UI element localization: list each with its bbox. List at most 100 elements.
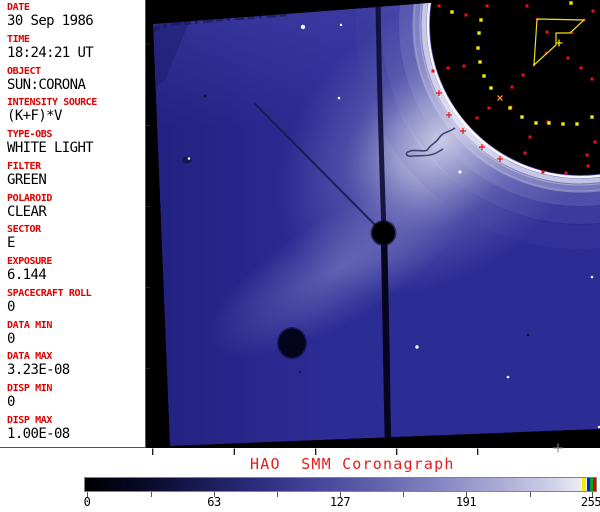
occulter-blob: [372, 221, 395, 245]
streamer-band: [208, 178, 472, 358]
dark-speck: [526, 333, 530, 337]
red-fiducial-dot: [593, 140, 597, 144]
field-label: EXPOSURE: [7, 256, 52, 267]
red-fiducial-dot: [475, 116, 479, 120]
colorbar-tick-label: 255: [580, 495, 600, 509]
metadata-field: DATE 30 Sep 1986: [0, 2, 145, 34]
field-value: WHITE LIGHT: [7, 140, 94, 156]
orange-x-marker: [497, 95, 503, 101]
colorbar-tick-label: 63: [207, 495, 221, 509]
colorbar-tick: [592, 492, 593, 497]
red-fiducial-dot: [521, 73, 525, 77]
metadata-field: DATA MAX 3.23E-08: [0, 351, 145, 383]
field-value: CLEAR: [7, 203, 47, 220]
fiber-defect-squiggle: [405, 127, 456, 157]
red-fiducial-dot: [566, 56, 570, 60]
small-smudge: [182, 156, 192, 164]
yellow-fiducial-dot: [520, 115, 524, 119]
red-fiducial-dot: [545, 30, 549, 34]
metadata-field: OBJECT SUN:CORONA: [0, 66, 145, 98]
field-label: INTENSITY SOURCE: [7, 97, 97, 109]
colorbar-tick: [214, 492, 215, 497]
field-value: 18:24:21 UT: [7, 44, 94, 61]
field-label: POLAROID: [7, 192, 52, 204]
axis-plus-marker: [553, 443, 563, 453]
yellow-stripe: [582, 478, 586, 491]
yellow-fiducial-dot: [479, 18, 483, 22]
colorbar-tick: [150, 492, 152, 497]
white-speck: [458, 170, 462, 174]
red-plus-marker: [446, 112, 452, 118]
white-speck: [300, 24, 306, 30]
field-value: 1.00E-08: [7, 425, 70, 442]
metadata-field: TYPE-OBS WHITE LIGHT: [0, 129, 145, 161]
white-speck: [590, 275, 594, 279]
image-specks: [187, 23, 600, 446]
colorbar-tick-label: 191: [455, 495, 477, 509]
yellow-fiducial-dot: [561, 122, 565, 126]
yellow-fiducial-dot: [476, 46, 480, 50]
field-value: (K+F)*V: [7, 108, 62, 125]
fiducial-markers: [431, 1, 597, 175]
metadata-field: SECTOR E: [0, 224, 145, 256]
white-speck: [187, 157, 191, 160]
yellow-fiducial-dot: [575, 122, 579, 126]
green-stripe: [589, 478, 593, 491]
colorbar-tick-label: 127: [329, 495, 351, 509]
metadata-field: DISP MAX 1.00E-08: [0, 415, 145, 447]
corner-shading: [153, 21, 190, 90]
red-fiducial-dot: [464, 13, 468, 17]
red-fiducial-dot: [431, 69, 435, 73]
metadata-field: SPACECRAFT ROLL 0: [0, 288, 145, 320]
occulter-pylon-lower: [380, 232, 392, 446]
white-speck: [339, 23, 343, 27]
red-plus-marker: [436, 90, 442, 96]
colorbar: [84, 477, 597, 492]
red-fiducial-dot: [591, 9, 595, 13]
yellow-fiducial-dot: [590, 115, 594, 119]
diagonal-shadow-line: [253, 102, 381, 231]
dark-speck: [203, 94, 207, 98]
colorbar-tick: [277, 492, 278, 497]
field-value: 0: [7, 330, 15, 347]
field-label: DATE: [7, 2, 30, 13]
metadata-field: DATA MIN 0: [0, 320, 145, 352]
occulter-rim-glow: [356, 0, 600, 249]
metadata-panel: DATE 30 Sep 1986 TIME 18:24:21 UT OBJECT SUN:…: [0, 0, 146, 448]
metadata-field: EXPOSURE 6.144: [0, 256, 145, 288]
yellow-fiducial-dot: [477, 31, 481, 35]
colorbar-tick: [529, 492, 531, 497]
metadata-field: INTENSITY SOURCE (K+F)*V: [0, 97, 145, 129]
field-label: TIME: [7, 33, 30, 45]
metadata-field: TIME 18:24:21 UT: [0, 34, 145, 66]
red-fiducial-dot: [590, 77, 594, 81]
top-edge-noise: [153, 12, 291, 32]
white-speck: [415, 345, 419, 349]
field-value: E: [7, 235, 15, 252]
field-value: SUN:CORONA: [7, 76, 86, 93]
plot-title: HAO SMM Coronagraph: [250, 455, 455, 473]
field-value: GREEN: [7, 171, 47, 188]
sun-occulting-disk: [430, 0, 600, 175]
red-fiducial-dot: [485, 4, 489, 8]
field-label: OBJECT: [7, 65, 41, 77]
yellow-fiducial-dot: [547, 121, 551, 125]
red-fiducial-dot: [446, 66, 450, 70]
red-stripe: [592, 478, 596, 491]
field-label: TYPE-OBS: [7, 129, 52, 140]
red-fiducial-dot: [462, 64, 466, 68]
yellow-fiducial-dot: [450, 10, 454, 14]
yellow-fiducial-dot: [569, 1, 573, 5]
dark-speck: [384, 307, 388, 311]
red-fiducial-dot: [586, 164, 590, 168]
yellow-fiducial-dot: [508, 106, 512, 110]
field-value: 30 Sep 1986: [7, 13, 94, 29]
colorbar-tick: [466, 492, 467, 497]
red-fiducial-dot: [523, 151, 527, 155]
field-label: DATA MIN: [7, 319, 52, 331]
field-value: 0: [7, 394, 15, 410]
red-plus-marker: [497, 156, 503, 162]
yellow-plus-marker: [555, 39, 563, 47]
field-label: SECTOR: [7, 224, 41, 236]
